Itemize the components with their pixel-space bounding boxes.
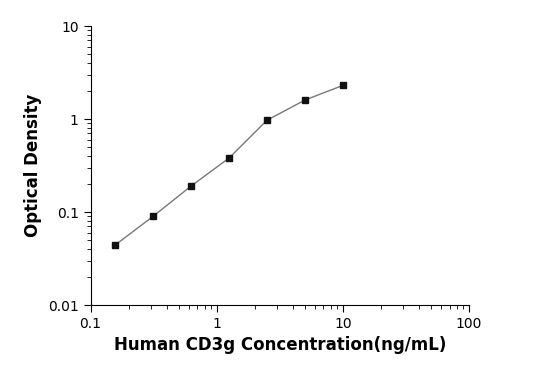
Y-axis label: Optical Density: Optical Density: [25, 94, 43, 237]
X-axis label: Human CD3g Concentration(ng/mL): Human CD3g Concentration(ng/mL): [114, 336, 446, 355]
